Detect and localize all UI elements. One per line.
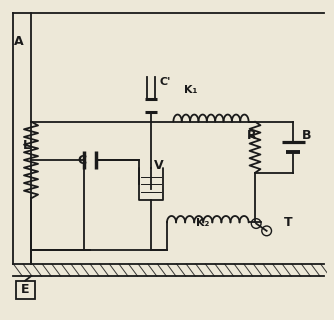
Text: C': C' [159, 76, 170, 87]
Text: A: A [14, 35, 24, 48]
FancyBboxPatch shape [16, 281, 34, 299]
Text: K₂: K₂ [195, 218, 209, 228]
Text: B: B [302, 129, 311, 142]
Text: C: C [77, 154, 87, 167]
Text: R: R [247, 129, 257, 142]
Text: V: V [154, 159, 164, 172]
Text: L: L [23, 139, 31, 152]
Text: E: E [21, 284, 29, 296]
Text: K₁: K₁ [184, 85, 198, 95]
Text: T: T [284, 216, 293, 228]
